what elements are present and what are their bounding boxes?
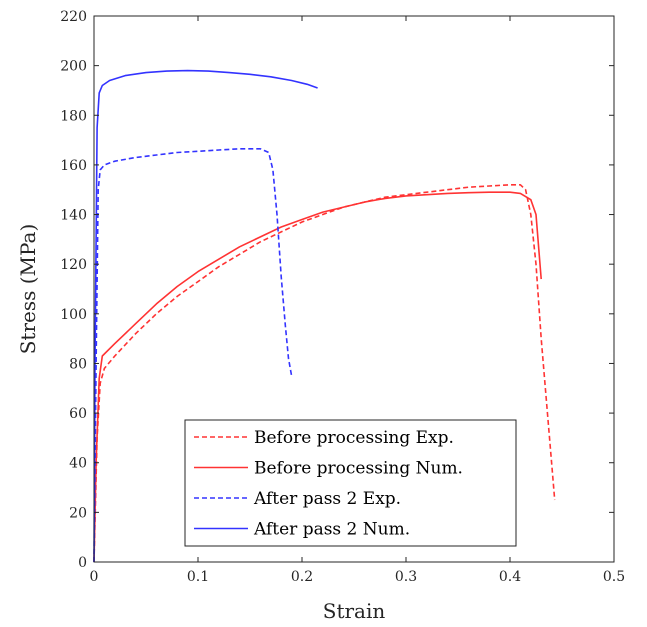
y-axis-title: Stress (MPa): [16, 224, 40, 355]
x-tick-label: 0.1: [187, 569, 209, 585]
y-tick-label: 80: [69, 356, 87, 372]
series-line-3: [93, 69, 318, 563]
legend-entry: After pass 2 Exp.: [194, 489, 401, 509]
x-axis-title: Strain: [323, 599, 386, 623]
y-tick-label: 160: [60, 158, 87, 174]
y-tick-label: 220: [60, 9, 87, 25]
y-tick-label: 20: [69, 505, 87, 521]
series-layer: [93, 69, 556, 563]
axes-layer: [93, 15, 615, 563]
legend-label: Before processing Num.: [254, 459, 463, 479]
y-tick-label: 0: [78, 555, 87, 571]
legend-entries: Before processing Exp. Before processing …: [194, 428, 463, 540]
legend-entry: Before processing Exp.: [194, 428, 454, 448]
legend-box: [184, 419, 517, 547]
legend: Before processing Exp. Before processing …: [184, 419, 517, 547]
x-tick-label: 0.4: [499, 569, 521, 585]
y-tick-label: 60: [69, 406, 87, 422]
x-tick-label: 0.3: [395, 569, 417, 585]
y-tick-label: 40: [69, 456, 87, 472]
y-tick-label: 200: [60, 59, 87, 75]
x-tick-label: 0.5: [603, 569, 625, 585]
legend-entry: Before processing Num.: [194, 459, 463, 479]
axes-box: [93, 15, 615, 563]
y-tick-label: 120: [60, 257, 87, 273]
x-tick-label: 0: [90, 569, 99, 585]
y-tick-label: 140: [60, 208, 87, 224]
legend-label: After pass 2 Exp.: [253, 489, 401, 509]
series-line-2: [93, 148, 293, 563]
legend-label: Before processing Exp.: [254, 428, 454, 448]
legend-entry: After pass 2 Num.: [194, 520, 410, 540]
ticks-layer: 0 0.1 0.2 0.3 0.4 0.5 0 20 40 60 80 100 120 140 160 180…: [60, 9, 625, 585]
x-tick-label: 0.2: [291, 569, 313, 585]
series-line-1: [93, 191, 542, 563]
y-tick-label: 100: [60, 307, 87, 323]
legend-label: After pass 2 Num.: [253, 520, 410, 540]
y-tick-label: 180: [60, 108, 87, 124]
